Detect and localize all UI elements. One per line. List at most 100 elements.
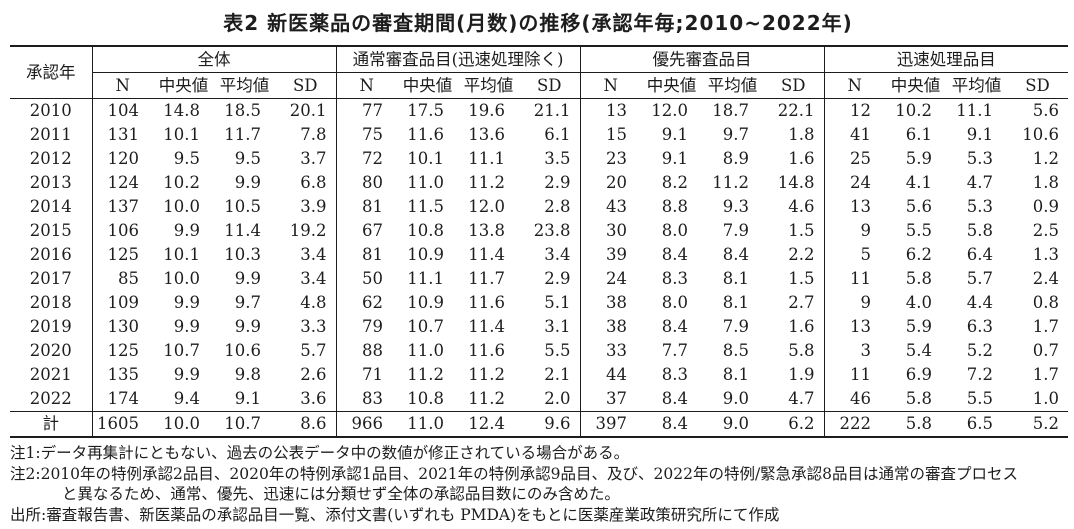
year-cell: 2010	[10, 98, 93, 123]
value-cell: 1.9	[763, 363, 825, 387]
table-row: 2020 125 10.7 10.6 5.7 88 11.0 11.6 5.5 33 7.7 8.5 5…	[10, 339, 1068, 363]
value-cell: 8.9	[722, 149, 749, 168]
value-cell: 72	[362, 149, 383, 168]
value-cell: 11.5	[407, 197, 444, 216]
value-cell: 8.4	[661, 317, 688, 336]
value-cell: 2.8	[519, 195, 581, 219]
value-cell: 4.7	[966, 173, 993, 192]
value-cell: 4.4	[966, 293, 993, 312]
total-row: 計 1605 10.0 10.7 8.6 966 11.0 12.4 9.6 397 8.4 9.0 6…	[10, 411, 1068, 437]
value-cell: 8.1	[722, 293, 749, 312]
group-header-overall: 全体	[92, 46, 337, 73]
stat-header-n: N	[580, 72, 641, 99]
value-cell: 19.6	[468, 101, 505, 120]
value-cell: 966	[336, 411, 397, 437]
value-cell: 104	[107, 101, 140, 120]
stat-header-n: N	[92, 72, 153, 99]
table-row: 2011 131 10.1 11.7 7.8 75 11.6 13.6 6.1 15 9.1 9.7 1…	[10, 123, 1068, 147]
value-cell: 39	[606, 245, 627, 264]
value-cell: 2.2	[763, 243, 825, 267]
value-cell: 20	[606, 173, 627, 192]
value-cell: 137	[107, 197, 140, 216]
footnote-line: 注1:データ再集計にともない、過去の公表データ中の数値が修正されている場合がある…	[10, 444, 630, 462]
value-cell: 2.1	[519, 363, 581, 387]
value-cell: 13.6	[468, 125, 505, 144]
value-cell: 11.6	[468, 293, 505, 312]
value-cell: 1605	[92, 411, 153, 437]
table-row: 2019 130 9.9 9.9 3.3 79 10.7 11.4 3.1 38 8.4 7.9 1.6…	[10, 315, 1068, 339]
value-cell: 46	[850, 389, 871, 408]
value-cell: 9.5	[173, 149, 200, 168]
value-cell: 6.5	[946, 411, 1007, 437]
value-cell: 18.5	[224, 101, 261, 120]
value-cell: 9.4	[173, 389, 200, 408]
stat-header-n: N	[336, 72, 397, 99]
value-cell: 0.9	[1032, 197, 1059, 216]
value-cell: 2.5	[1032, 221, 1059, 240]
value-cell: 125	[107, 341, 140, 360]
value-cell: 2.4	[1032, 269, 1059, 288]
year-cell: 2019	[10, 315, 93, 339]
value-cell: 8.5	[722, 341, 749, 360]
value-cell: 6.1	[519, 123, 581, 147]
value-cell: 7.7	[661, 341, 688, 360]
value-cell: 6.1	[905, 125, 932, 144]
value-cell: 1.7	[1032, 317, 1059, 336]
value-cell: 2.9	[519, 267, 581, 291]
value-cell: 9.9	[234, 173, 261, 192]
table-body: 2010 104 14.8 18.5 20.1 77 17.5 19.6 21.1 13 12.0 1…	[10, 98, 1068, 437]
value-cell: 11.2	[468, 365, 505, 384]
value-cell: 3.4	[275, 267, 337, 291]
value-cell: 9.7	[722, 125, 749, 144]
value-cell: 7.2	[966, 365, 993, 384]
value-cell: 13.8	[468, 221, 505, 240]
value-cell: 2.9	[519, 171, 581, 195]
stat-header-mean: 平均値	[702, 72, 763, 99]
table-row: 2016 125 10.1 10.3 3.4 81 10.9 11.4 3.4 39 8.4 8.4 2…	[10, 243, 1068, 267]
stat-header-sd: SD	[763, 72, 825, 99]
value-cell: 397	[580, 411, 641, 437]
value-cell: 50	[362, 269, 383, 288]
value-cell: 1.7	[1032, 365, 1059, 384]
value-cell: 8.4	[661, 245, 688, 264]
value-cell: 10.9	[407, 245, 444, 264]
value-cell: 75	[362, 125, 383, 144]
value-cell: 8.0	[661, 221, 688, 240]
value-cell: 44	[606, 365, 627, 384]
value-cell: 10.2	[163, 173, 200, 192]
value-cell: 11.2	[468, 389, 505, 408]
value-cell: 5.7	[966, 269, 993, 288]
value-cell: 11.0	[397, 411, 458, 437]
value-cell: 77	[362, 101, 383, 120]
value-cell: 3.5	[519, 147, 581, 171]
value-cell: 5.5	[519, 339, 581, 363]
value-cell: 67	[362, 221, 383, 240]
year-cell: 2014	[10, 195, 93, 219]
value-cell: 4.7	[763, 387, 825, 412]
value-cell: 6.3	[966, 317, 993, 336]
value-cell: 11.1	[468, 149, 505, 168]
year-cell: 2012	[10, 147, 93, 171]
group-header-expedited: 迅速処理品目	[824, 46, 1068, 73]
value-cell: 5.3	[966, 149, 993, 168]
value-cell: 43	[606, 197, 627, 216]
value-cell: 2.7	[763, 291, 825, 315]
value-cell: 21.1	[519, 98, 581, 123]
value-cell: 11.7	[224, 125, 261, 144]
value-cell: 8.4	[722, 245, 749, 264]
year-cell: 2011	[10, 123, 93, 147]
table-row: 2022 174 9.4 9.1 3.6 83 10.8 11.2 2.0 37 8.4 9.0 4.7…	[10, 387, 1068, 412]
value-cell: 0.7	[1032, 341, 1059, 360]
value-cell: 10.8	[407, 221, 444, 240]
value-cell: 3.4	[275, 243, 337, 267]
table-row: 2010 104 14.8 18.5 20.1 77 17.5 19.6 21.1 13 12.0 1…	[10, 98, 1068, 123]
value-cell: 8.8	[661, 197, 688, 216]
value-cell: 1.5	[763, 219, 825, 243]
value-cell: 3.6	[275, 387, 337, 412]
table-title: 表2 新医薬品の審査期間(月数)の推移(承認年毎;2010~2022年)	[223, 11, 853, 35]
stat-header-mean: 平均値	[946, 72, 1007, 99]
value-cell: 41	[850, 125, 871, 144]
value-cell: 15	[606, 125, 627, 144]
value-cell: 5.8	[885, 411, 946, 437]
